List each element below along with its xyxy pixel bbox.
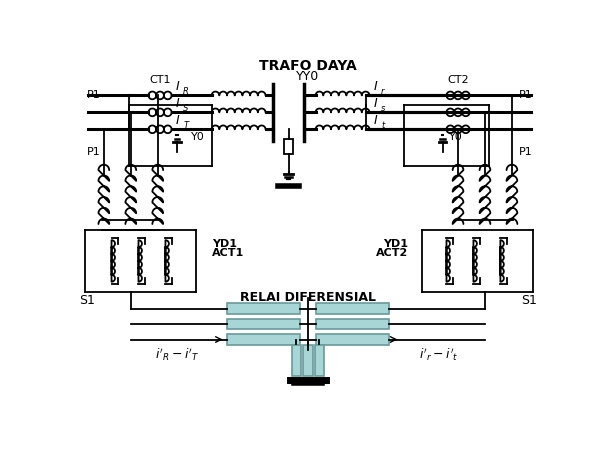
Text: $i'_R - i'_T$: $i'_R - i'_T$ — [155, 347, 199, 363]
Bar — [303, 345, 312, 376]
Text: $I$: $I$ — [373, 97, 379, 110]
Bar — [315, 318, 389, 329]
Text: YD1: YD1 — [383, 239, 408, 249]
Bar — [315, 334, 389, 345]
Text: $I$: $I$ — [175, 114, 181, 127]
Text: $I$: $I$ — [175, 97, 181, 110]
Text: P1: P1 — [87, 147, 101, 157]
Text: s: s — [381, 104, 385, 113]
Bar — [227, 334, 300, 345]
Text: CT1: CT1 — [150, 75, 171, 85]
Text: Y0: Y0 — [449, 132, 463, 142]
Text: P1: P1 — [519, 147, 532, 157]
Text: S1: S1 — [79, 294, 95, 307]
Text: $I$: $I$ — [373, 114, 379, 127]
Text: $i'_r - i'_t$: $i'_r - i'_t$ — [419, 347, 459, 363]
Bar — [227, 303, 300, 314]
Text: T: T — [183, 121, 188, 130]
Text: t: t — [381, 121, 384, 130]
Text: RELAI DIFERENSIAL: RELAI DIFERENSIAL — [240, 291, 376, 303]
Text: ACT1: ACT1 — [212, 248, 244, 258]
Text: CT2: CT2 — [447, 75, 469, 85]
Text: ACT2: ACT2 — [376, 248, 408, 258]
Text: TRAFO DAYA: TRAFO DAYA — [259, 59, 357, 73]
Bar — [292, 345, 301, 376]
Text: S1: S1 — [521, 294, 537, 307]
Bar — [227, 318, 300, 329]
Text: r: r — [381, 87, 385, 96]
Text: P1: P1 — [87, 91, 101, 101]
Bar — [284, 138, 293, 154]
Bar — [315, 303, 389, 314]
Text: R: R — [183, 87, 189, 96]
Text: $I$: $I$ — [175, 80, 181, 93]
Bar — [315, 345, 324, 376]
Text: $I$: $I$ — [373, 80, 379, 93]
Text: S: S — [183, 104, 189, 113]
Text: YD1: YD1 — [212, 239, 236, 249]
Text: YY0: YY0 — [296, 70, 320, 83]
Text: P1: P1 — [519, 91, 532, 101]
Text: Y0: Y0 — [191, 132, 204, 142]
